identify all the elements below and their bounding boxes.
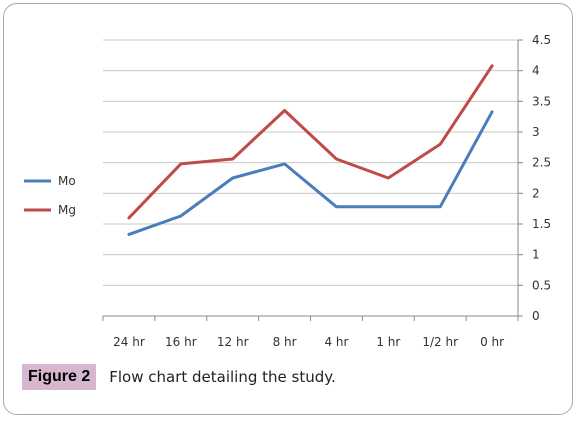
legend-label-mg: Mg — [58, 203, 76, 217]
axes — [102, 39, 523, 321]
legend-label-mo: Mo — [58, 174, 76, 188]
y-tick-label: 4.5 — [532, 33, 551, 47]
x-tick-label: 1 hr — [376, 335, 400, 349]
y-tick-label: 4 — [532, 64, 540, 78]
x-tick-label: 24 hr — [113, 335, 145, 349]
gridlines — [103, 39, 518, 286]
series-lines — [127, 64, 494, 236]
x-tick-label: 4 hr — [324, 335, 348, 349]
figure-frame — [3, 3, 573, 415]
x-tick-label: 1/2 hr — [422, 335, 458, 349]
y-tick-label: 3 — [532, 125, 540, 139]
y-tick-label: 0.5 — [532, 278, 551, 292]
series-line-mo — [127, 110, 494, 236]
y-tick-labels: 0 0.5 1 1.5 2 2.5 3 3.5 4 4.5 — [532, 33, 551, 323]
y-tick-label: 2.5 — [532, 156, 551, 170]
y-tick-label: 3.5 — [532, 94, 551, 108]
y-tick-label: 1.5 — [532, 217, 551, 231]
series-line-mg — [127, 64, 494, 220]
legend: Mo Mg — [24, 174, 76, 217]
x-tick-label: 0 hr — [480, 335, 504, 349]
y-tick-label: 2 — [532, 186, 540, 200]
y-tick-label: 0 — [532, 309, 540, 323]
x-tick-labels: 24 hr 16 hr 12 hr 8 hr 4 hr 1 hr 1/2 hr 0 hr — [113, 335, 504, 349]
x-tick-label: 16 hr — [165, 335, 197, 349]
figure-caption: Figure 2 Flow chart detailing the study. — [22, 364, 336, 390]
caption-label: Figure 2 — [22, 364, 97, 390]
x-tick-label: 8 hr — [273, 335, 297, 349]
x-tick-label: 12 hr — [217, 335, 249, 349]
y-tick-label: 1 — [532, 248, 540, 262]
caption-text: Flow chart detailing the study. — [109, 368, 336, 386]
